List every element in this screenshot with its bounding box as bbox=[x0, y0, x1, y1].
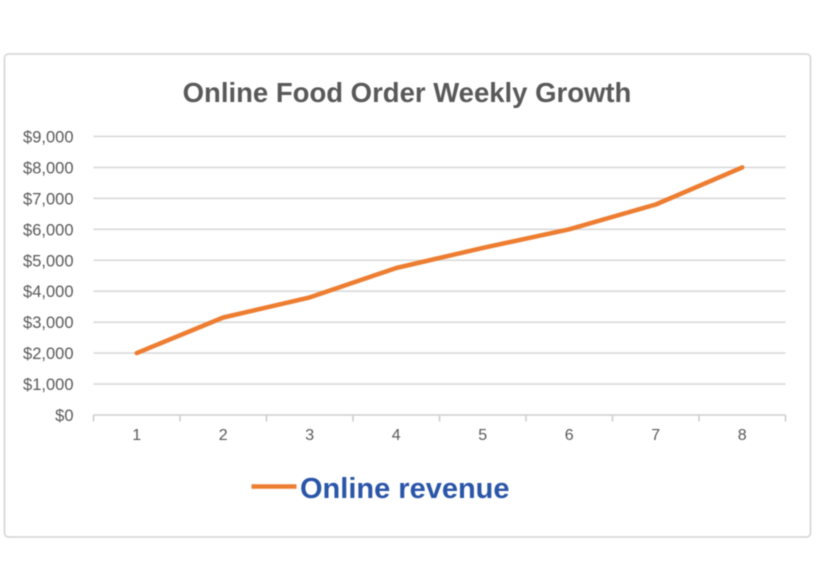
svg-text:6: 6 bbox=[565, 427, 574, 444]
svg-text:$3,000: $3,000 bbox=[23, 314, 73, 332]
svg-text:Online Food Order Weekly Growt: Online Food Order Weekly Growth bbox=[183, 77, 632, 108]
svg-text:$5,000: $5,000 bbox=[23, 252, 73, 270]
svg-text:4: 4 bbox=[392, 427, 401, 444]
svg-text:5: 5 bbox=[478, 427, 487, 444]
svg-text:Online revenue: Online revenue bbox=[300, 473, 510, 505]
svg-text:2: 2 bbox=[219, 427, 228, 444]
svg-text:8: 8 bbox=[738, 427, 747, 444]
svg-text:$4,000: $4,000 bbox=[23, 283, 73, 301]
svg-text:$1,000: $1,000 bbox=[23, 376, 73, 394]
svg-text:1: 1 bbox=[132, 427, 141, 444]
svg-text:$8,000: $8,000 bbox=[23, 159, 73, 177]
svg-text:$6,000: $6,000 bbox=[23, 221, 73, 239]
svg-text:$2,000: $2,000 bbox=[23, 345, 73, 363]
svg-text:$0: $0 bbox=[55, 407, 73, 425]
svg-text:$7,000: $7,000 bbox=[23, 190, 73, 208]
svg-text:7: 7 bbox=[651, 427, 660, 444]
svg-text:$9,000: $9,000 bbox=[23, 128, 73, 146]
svg-text:3: 3 bbox=[305, 427, 314, 444]
